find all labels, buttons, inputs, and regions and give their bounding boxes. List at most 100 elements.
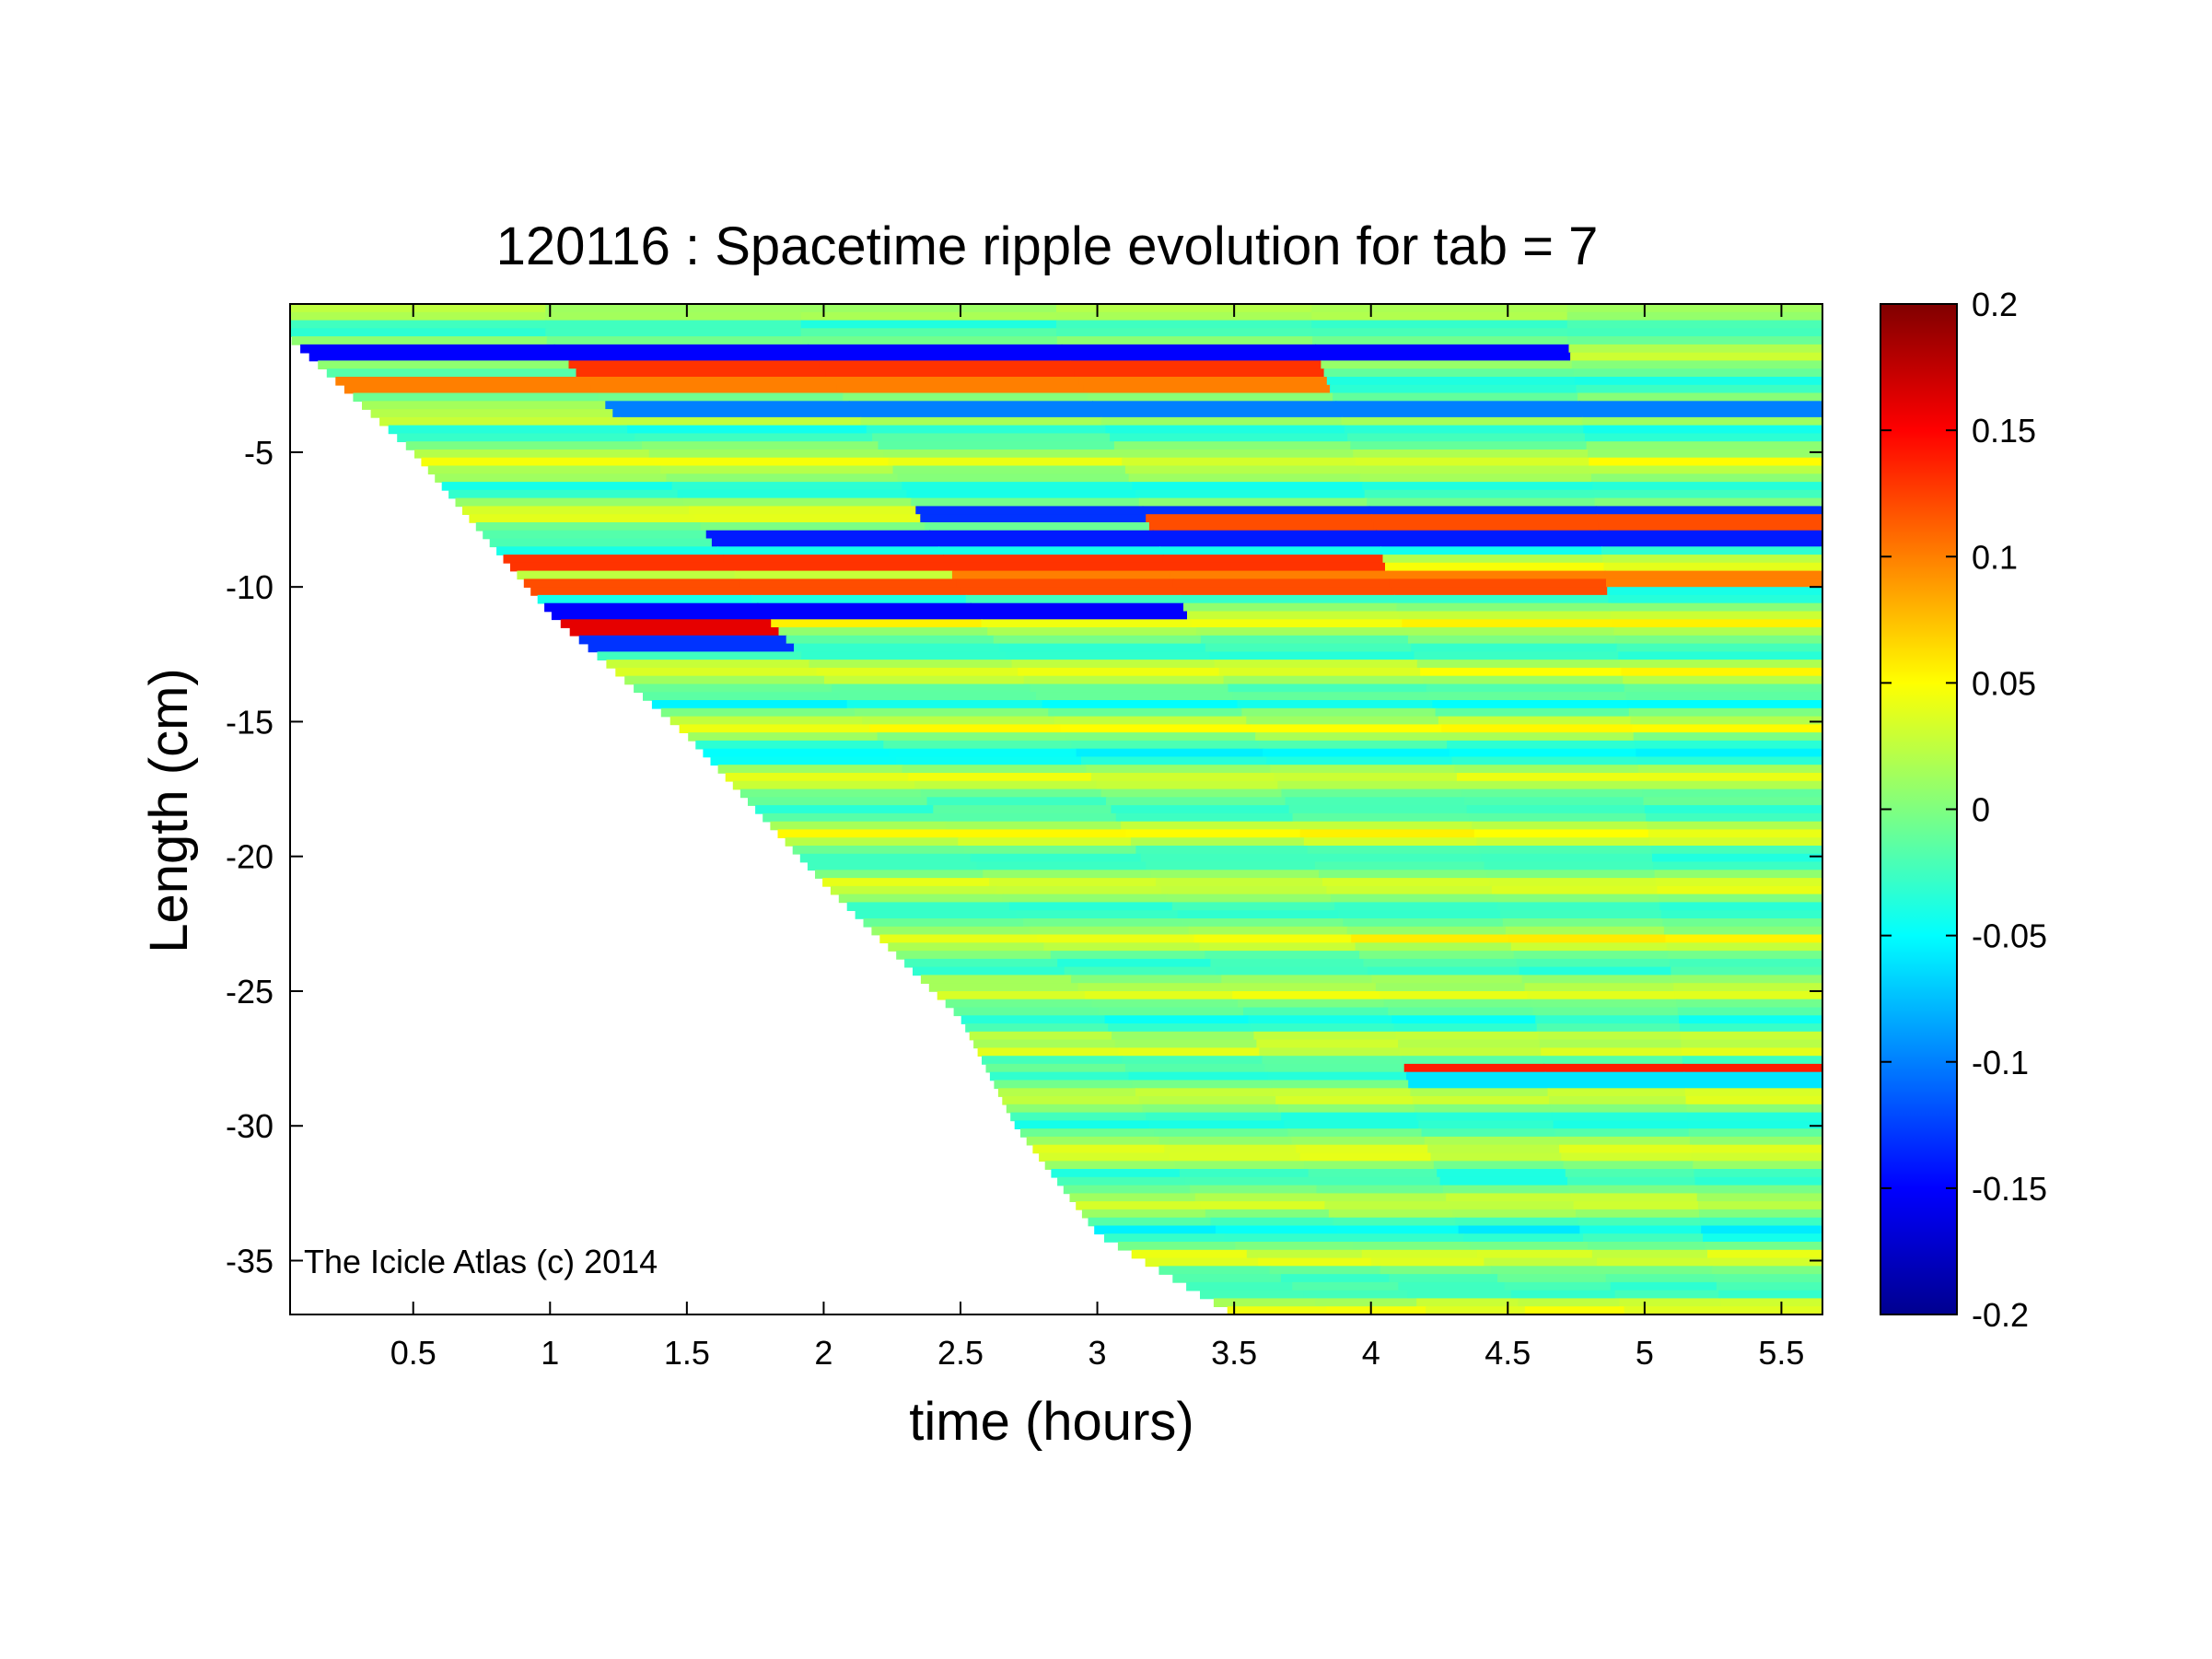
- heatmap-cell: [1709, 1257, 1822, 1268]
- heatmap-cell: [1296, 1144, 1429, 1154]
- heatmap-cell: [1335, 401, 1580, 410]
- heatmap-cell: [1424, 1136, 1558, 1146]
- heatmap-cell: [1336, 1225, 1460, 1235]
- heatmap-cell: [1118, 450, 1355, 459]
- heatmap-cell: [1470, 1242, 1589, 1251]
- heatmap-cell: [1662, 918, 1822, 928]
- heatmap-cell: [1105, 425, 1345, 435]
- copyright-annotation: The Icicle Atlas (c) 2014: [304, 1243, 658, 1280]
- heatmap-cell: [1246, 1249, 1363, 1259]
- heatmap-cell: [1154, 1128, 1289, 1138]
- heatmap-cell: [855, 910, 1018, 919]
- heatmap-cell: [920, 789, 1102, 799]
- heatmap-cell: [1200, 635, 1409, 645]
- heatmap-cell: [1111, 805, 1290, 814]
- heatmap-cell: [778, 627, 989, 637]
- heatmap-cell: [503, 555, 725, 564]
- x-tick-label: 5.5: [1758, 1334, 1804, 1372]
- heatmap-cell: [1122, 1056, 1263, 1065]
- heatmap-cell: [1023, 675, 1225, 685]
- heatmap-cell: [1352, 1242, 1472, 1251]
- heatmap-cell: [824, 675, 1025, 685]
- heatmap-cell: [1677, 1007, 1822, 1017]
- heatmap-cell: [1303, 1290, 1409, 1300]
- heatmap-cell: [982, 1056, 1123, 1065]
- heatmap-cell: [1032, 1144, 1166, 1154]
- heatmap-cell: [1311, 304, 1568, 313]
- heatmap-cell: [1596, 1257, 1711, 1268]
- heatmap-cell: [1246, 716, 1439, 726]
- heatmap-cell: [1407, 635, 1616, 645]
- heatmap-cell: [969, 1031, 1113, 1041]
- heatmap-cell: [1510, 942, 1668, 952]
- heatmap-cell: [1666, 942, 1822, 952]
- heatmap-cell: [1380, 1266, 1492, 1275]
- colorbar-tick-label: 0.1: [1972, 538, 2018, 576]
- heatmap-cell: [1458, 1225, 1581, 1235]
- heatmap-cell: [1418, 1120, 1554, 1129]
- heatmap-cell: [1701, 1225, 1822, 1235]
- heatmap-cell: [1363, 958, 1518, 968]
- heatmap-cell: [1210, 958, 1365, 968]
- heatmap-cell: [1074, 368, 1325, 378]
- heatmap-cell: [970, 602, 1184, 613]
- heatmap-cell: [1338, 409, 1582, 418]
- heatmap-cell: [1668, 951, 1822, 960]
- heatmap-cell: [973, 1039, 1116, 1049]
- heatmap-cell: [1479, 846, 1652, 855]
- heatmap-cell: [1056, 336, 1313, 345]
- heatmap-cell: [1118, 1047, 1261, 1057]
- heatmap-cell: [545, 328, 802, 337]
- heatmap-cell: [627, 425, 867, 435]
- heatmap-cell: [1552, 1112, 1689, 1122]
- heatmap-cell: [544, 602, 759, 613]
- heatmap-cell: [666, 473, 899, 483]
- heatmap-cell: [578, 635, 787, 645]
- heatmap-cell: [1646, 812, 1822, 823]
- heatmap-cell: [695, 740, 885, 750]
- chart-title: 120116 : Spacetime ripple evolution for …: [496, 216, 1599, 276]
- heatmap-cell: [1543, 1063, 1684, 1073]
- heatmap-cell: [1649, 837, 1822, 847]
- heatmap-cell: [913, 966, 1065, 976]
- heatmap-cell: [985, 1063, 1126, 1073]
- heatmap-cell: [1593, 489, 1822, 499]
- heatmap-cell: [1459, 780, 1642, 790]
- heatmap-cell: [1036, 692, 1234, 701]
- heatmap-cell: [1592, 482, 1822, 491]
- heatmap-cell: [1532, 1007, 1679, 1017]
- y-tick-label: -35: [226, 1242, 274, 1279]
- heatmap-cell: [1486, 870, 1656, 879]
- heatmap-cell: [1718, 1290, 1822, 1300]
- heatmap-cell: [1711, 1266, 1822, 1275]
- heatmap-cell: [648, 450, 885, 459]
- heatmap-cell: [1391, 1015, 1537, 1024]
- heatmap-cell: [1623, 675, 1822, 685]
- heatmap-cell: [1578, 401, 1822, 410]
- x-tick-label: 0.5: [390, 1334, 437, 1372]
- heatmap-cell: [1680, 1031, 1822, 1041]
- heatmap-cell: [1636, 748, 1822, 758]
- heatmap-cell: [1142, 506, 1370, 515]
- heatmap-cell: [427, 465, 662, 475]
- heatmap-cell: [836, 384, 1085, 394]
- heatmap-cell: [943, 555, 1164, 564]
- heatmap-cell: [1098, 1007, 1244, 1017]
- heatmap-cell: [483, 530, 707, 540]
- heatmap-cell: [1333, 1217, 1457, 1227]
- colorbar-tick-label: 0.15: [1972, 412, 2036, 450]
- heatmap-cell: [1148, 1120, 1286, 1129]
- heatmap-cell: [801, 336, 1058, 345]
- heatmap-cell: [620, 416, 862, 426]
- heatmap-cell: [1010, 1112, 1147, 1122]
- heatmap-cell: [1576, 384, 1822, 394]
- heatmap-cell: [1656, 878, 1822, 887]
- heatmap-cell: [1312, 1176, 1441, 1186]
- heatmap-cell: [545, 304, 802, 313]
- heatmap-cell: [1311, 311, 1568, 321]
- heatmap-cell: [717, 765, 903, 774]
- heatmap-cell: [1326, 885, 1493, 895]
- heatmap-cell: [1694, 1176, 1822, 1186]
- heatmap-cell: [1389, 1274, 1499, 1283]
